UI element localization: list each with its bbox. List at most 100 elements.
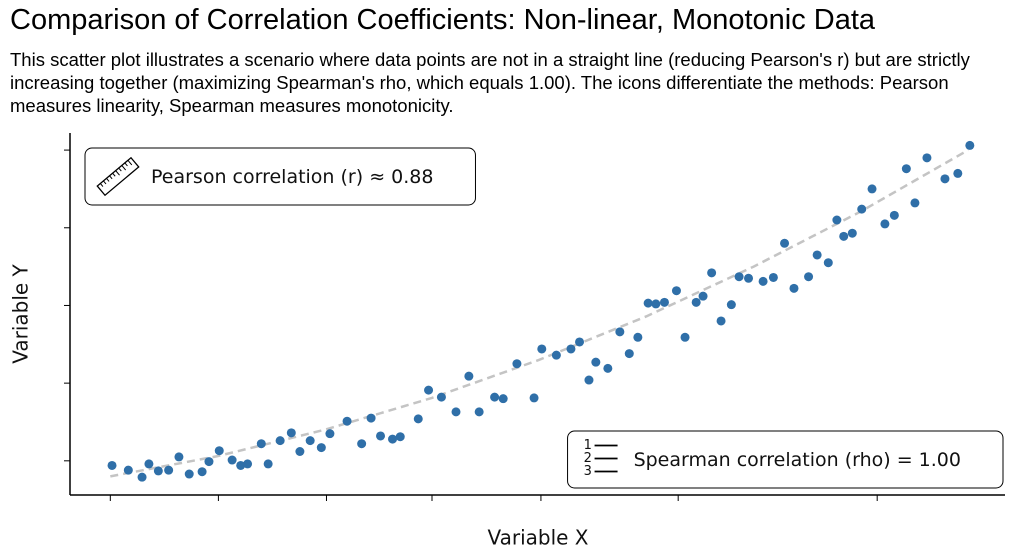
annotation-box xyxy=(567,430,1004,489)
point xyxy=(144,459,154,469)
annotation-box xyxy=(84,147,476,206)
point xyxy=(889,210,899,220)
trend-line xyxy=(110,149,969,478)
chart-title: Comparison of Correlation Coefficients: … xyxy=(10,4,876,36)
point xyxy=(275,436,285,446)
point xyxy=(832,215,842,225)
ruler-body xyxy=(96,156,140,197)
point xyxy=(698,291,708,301)
point xyxy=(305,436,315,446)
point xyxy=(922,153,932,163)
point xyxy=(847,228,857,238)
ruler-tick xyxy=(99,183,104,187)
point xyxy=(395,432,405,442)
point xyxy=(575,337,585,347)
point xyxy=(867,184,877,194)
point xyxy=(624,349,634,359)
point xyxy=(953,168,963,178)
point xyxy=(529,393,539,403)
point xyxy=(174,452,184,462)
point xyxy=(537,344,547,354)
point xyxy=(633,332,643,342)
point xyxy=(707,268,717,278)
point xyxy=(880,219,890,229)
point xyxy=(263,459,273,469)
ruler-tick xyxy=(127,160,133,166)
x-axis-label: Variable X xyxy=(487,526,588,550)
point xyxy=(603,363,613,373)
point xyxy=(734,272,744,282)
point xyxy=(197,467,207,477)
point xyxy=(164,465,174,475)
point xyxy=(680,332,690,342)
point xyxy=(584,375,594,385)
point xyxy=(615,327,625,337)
ruler-tick xyxy=(103,180,107,185)
point xyxy=(227,455,237,465)
point xyxy=(366,413,376,423)
point xyxy=(316,443,326,453)
point xyxy=(804,272,814,282)
ruler-tick xyxy=(109,175,113,180)
point xyxy=(651,299,661,309)
ruler-tick xyxy=(118,167,122,172)
ruler-tick xyxy=(112,172,116,177)
ruler-tick xyxy=(124,162,128,167)
point xyxy=(591,357,601,367)
rank-number: 2 xyxy=(584,451,592,466)
point xyxy=(823,258,833,268)
point xyxy=(910,198,920,208)
annotation: Spearman correlation (rho) = 1.00 123 xyxy=(567,430,1004,489)
point xyxy=(498,394,508,404)
annotation: Pearson correlation (r) ≈ 0.88 xyxy=(84,147,476,206)
point xyxy=(204,457,214,467)
point xyxy=(357,439,367,449)
point xyxy=(184,469,194,479)
ruler-tick xyxy=(121,165,127,171)
annotation-text: Spearman correlation (rho) = 1.00 xyxy=(634,449,961,471)
chart-subtitle: This scatter plot illustrates a scenario… xyxy=(10,49,970,116)
point xyxy=(256,439,266,449)
point xyxy=(295,446,305,456)
point xyxy=(691,297,701,307)
point xyxy=(236,460,246,470)
point xyxy=(659,297,669,307)
point xyxy=(376,431,386,441)
ruler-tick xyxy=(106,178,110,182)
point xyxy=(789,283,799,293)
rank-number: 3 xyxy=(584,464,592,479)
point xyxy=(566,344,576,354)
point xyxy=(490,392,500,402)
point xyxy=(137,472,147,482)
point xyxy=(107,460,117,470)
point xyxy=(153,466,163,476)
annotation-text: Pearson correlation (r) ≈ 0.88 xyxy=(151,166,433,188)
point xyxy=(768,272,778,282)
point xyxy=(342,416,352,426)
point xyxy=(551,350,561,360)
y-axis-label: Variable Y xyxy=(9,263,33,363)
point xyxy=(413,414,423,424)
point xyxy=(464,371,474,381)
point xyxy=(671,286,681,296)
point xyxy=(965,140,975,150)
point xyxy=(839,231,849,241)
point xyxy=(123,465,133,475)
point xyxy=(744,273,754,283)
ruler-tick xyxy=(115,170,120,176)
point xyxy=(436,392,446,402)
rank-number: 1 xyxy=(584,438,592,453)
point xyxy=(474,407,484,417)
point xyxy=(325,429,335,439)
point xyxy=(812,250,822,260)
point xyxy=(451,407,461,417)
point xyxy=(857,204,867,214)
point xyxy=(243,459,253,469)
point xyxy=(424,385,434,395)
point xyxy=(388,434,398,444)
point xyxy=(726,300,736,310)
point xyxy=(780,238,790,248)
point xyxy=(286,428,296,438)
